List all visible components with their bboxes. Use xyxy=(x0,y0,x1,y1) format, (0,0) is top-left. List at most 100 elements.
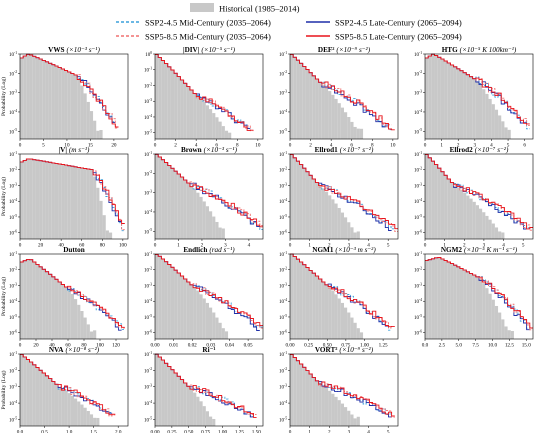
x-tick-label: 4 xyxy=(195,143,198,149)
histogram-bar xyxy=(318,278,322,339)
histogram-bar xyxy=(482,212,486,239)
series-line-s585l xyxy=(290,53,395,131)
histogram-bar xyxy=(83,168,87,239)
x-tick-label: 4 xyxy=(248,243,251,249)
y-tick-label: 10-4 xyxy=(144,209,152,216)
histogram-bar xyxy=(453,265,457,339)
histogram-bar xyxy=(328,91,332,139)
histogram-bar xyxy=(328,287,332,339)
histogram-bar xyxy=(296,259,300,339)
histogram-bar xyxy=(315,182,319,239)
series-line-s585m xyxy=(155,54,254,132)
histogram-bar xyxy=(183,278,187,339)
histogram-bar xyxy=(167,66,171,139)
x-tick-label: 2.5 xyxy=(439,343,446,349)
series-line-s585l xyxy=(20,353,116,416)
histogram-bar xyxy=(482,89,486,139)
x-tick-label: 8 xyxy=(371,143,374,149)
legend: Historical (1985–2014) SSP2-4.5 Mid-Centu… xyxy=(116,3,462,42)
histogram-bar xyxy=(328,390,332,426)
x-tick-label: 5 xyxy=(387,430,390,433)
histogram-bar xyxy=(51,162,55,239)
x-tick-label: 4 xyxy=(502,243,505,249)
histogram-bar xyxy=(39,160,43,239)
series-line-s245m xyxy=(155,353,254,417)
series-line-s585l xyxy=(290,154,398,230)
x-tick-label: 0 xyxy=(19,343,22,349)
x-tick-label: 15.0 xyxy=(522,343,531,349)
histogram-bar xyxy=(42,373,46,426)
y-tick-label: 10-1 xyxy=(279,151,287,158)
histogram-bar xyxy=(224,331,229,339)
y-tick-label: 10-5 xyxy=(144,228,152,235)
histogram-bar xyxy=(344,112,348,139)
histogram-bar xyxy=(93,120,97,139)
y-tick-label: 10-4 xyxy=(414,109,422,116)
series-line-s585m xyxy=(20,353,116,417)
histogram-bar xyxy=(54,384,59,426)
histogram-bar xyxy=(463,72,467,139)
histogram-bar xyxy=(67,289,71,339)
histogram-bar xyxy=(205,105,209,139)
histogram-bar xyxy=(54,279,59,339)
histogram-bar xyxy=(32,56,36,139)
histogram-bar xyxy=(77,401,81,426)
histogram-bar xyxy=(177,273,181,339)
histogram-bar xyxy=(93,330,97,339)
histogram-bar xyxy=(45,61,49,139)
x-tick-label: 10 xyxy=(255,143,261,149)
y-tick-label: 10-1 xyxy=(414,51,422,58)
y-tick-label: 10-3 xyxy=(9,384,17,391)
histogram-bar xyxy=(196,396,200,426)
histogram-bar xyxy=(507,330,511,339)
y-tick-label: 10-5 xyxy=(279,416,287,423)
y-tick-label: 10-5 xyxy=(144,130,152,137)
y-tick-label: 10-3 xyxy=(144,98,152,105)
x-tick-label: 0.25 xyxy=(304,343,313,349)
histogram-bar xyxy=(174,73,178,139)
x-tick-label: 0.00 xyxy=(285,343,294,349)
histogram-bar xyxy=(440,59,445,139)
histogram-bar xyxy=(189,89,194,139)
histogram-bar xyxy=(58,386,62,426)
x-tick-label: 40 xyxy=(49,343,55,349)
histogram-bar xyxy=(331,94,335,139)
histogram-bar xyxy=(350,317,354,339)
x-tick-label: 0.0 xyxy=(17,430,24,433)
histogram-bar xyxy=(74,74,78,139)
axes-frame xyxy=(289,53,399,140)
histogram-bar xyxy=(61,164,65,239)
histogram-bar xyxy=(170,168,175,239)
y-tick-label: 10-6 xyxy=(9,230,17,237)
histogram-bar xyxy=(67,393,71,426)
histogram-bar xyxy=(444,260,448,339)
histogram-bar xyxy=(64,390,68,426)
histogram-bar xyxy=(309,270,313,339)
histogram-bar xyxy=(507,129,511,139)
x-tick-label: 4 xyxy=(490,143,493,149)
x-tick-label: 1.5 xyxy=(90,430,97,433)
histogram-bar xyxy=(64,165,68,239)
y-tick-label: 10-2 xyxy=(9,70,17,77)
histogram-bar xyxy=(356,231,360,239)
histogram-bar xyxy=(199,401,203,426)
histogram-bar xyxy=(199,196,203,239)
histogram-bar xyxy=(309,175,313,239)
histogram-bar xyxy=(23,260,27,339)
histogram-bar xyxy=(96,130,100,139)
histogram-bar xyxy=(293,357,297,426)
histogram-bar xyxy=(186,183,190,239)
histogram-bar xyxy=(479,84,483,139)
histogram-bar xyxy=(209,109,213,139)
panel-6: Ellrod1 (×10⁻⁷ s⁻²) 0 1 2 3 4 5 10-1 10-2 10-3 10-4… xyxy=(279,146,399,249)
y-tick-label: 10-1 xyxy=(9,251,17,258)
panel-title-unit: (×10⁻³ m s⁻²) xyxy=(335,246,376,254)
panel-title-unit: (×10⁻⁷ s⁻²) xyxy=(475,146,509,154)
x-tick-label: 10 xyxy=(64,143,70,149)
panel-title-main: NGM2 xyxy=(441,246,463,254)
histogram-bar xyxy=(26,158,30,239)
histogram-bar xyxy=(431,54,435,139)
x-tick-label: 120 xyxy=(112,343,120,349)
panel-12: NVA (×10⁻⁸ s⁻²) 0.0 0.5 1.0 1.5 2.0 10-1 10-2 10-… xyxy=(0,346,129,433)
x-tick-label: 0.50 xyxy=(184,430,193,433)
